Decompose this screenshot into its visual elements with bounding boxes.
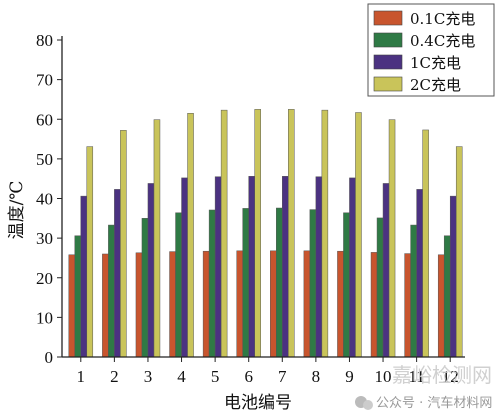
- x-tick-label: 2: [110, 367, 119, 386]
- y-tick-labels: 0 10 20 30 40 50 60 70 80: [36, 31, 53, 367]
- bar-7-1: [276, 207, 283, 358]
- watermark: 嘉峪检测网 公众号 · 汽车材料网: [355, 363, 492, 411]
- legend-swatch-1: [373, 32, 403, 48]
- y-tick-label: 20: [36, 269, 53, 288]
- bar-1-3: [86, 146, 94, 358]
- bar-7-3: [288, 109, 295, 358]
- bars-layer: [68, 109, 463, 358]
- y-tick-label: 50: [36, 150, 53, 169]
- legend-label-0: 0.1C充电: [410, 10, 475, 28]
- x-tick-label: 9: [345, 367, 354, 386]
- bar-12-2: [449, 195, 457, 358]
- y-tick-label: 40: [36, 190, 53, 209]
- bar-6-3: [254, 109, 261, 358]
- bar-8-2: [315, 176, 323, 358]
- y-tick-label: 80: [36, 31, 53, 50]
- x-tick-label: 3: [144, 367, 153, 386]
- x-tick-label: 7: [278, 367, 287, 386]
- x-tick-label: 6: [244, 367, 253, 386]
- bar-3-0: [135, 252, 143, 358]
- legend-swatch-2: [373, 54, 403, 70]
- y-tick-label: 10: [36, 308, 53, 327]
- y-tick-label: 60: [36, 110, 53, 129]
- bar-11-3: [422, 129, 429, 358]
- bar-4-2: [181, 177, 188, 358]
- bar-3-1: [141, 218, 149, 358]
- bar-2-1: [108, 224, 115, 358]
- bar-10-1: [376, 217, 384, 358]
- y-axis-title: 温度/℃: [7, 181, 27, 240]
- bar-3-3: [153, 119, 161, 358]
- bar-10-3: [388, 119, 396, 358]
- x-tick-label: 10: [375, 367, 392, 386]
- bar-5-0: [202, 250, 210, 358]
- x-tick-label: 5: [211, 367, 220, 386]
- y-tick-label: 70: [36, 71, 53, 90]
- x-tick-label: 8: [312, 367, 321, 386]
- bar-11-1: [410, 224, 417, 358]
- legend-label-1: 0.4C充电: [410, 32, 475, 50]
- bar-2-3: [120, 130, 127, 358]
- legend-label-3: 2C充电: [410, 76, 461, 94]
- x-tick-label: 1: [77, 367, 86, 386]
- bar-6-2: [248, 176, 255, 358]
- legend-label-2: 1C充电: [410, 54, 461, 72]
- bar-6-0: [236, 250, 243, 358]
- legend-swatch-0: [373, 10, 403, 26]
- bar-4-1: [175, 212, 182, 358]
- wechat-icon: [355, 396, 373, 410]
- bar-11-2: [416, 189, 423, 358]
- y-tick-label: 30: [36, 229, 53, 248]
- legend: 0.1C充电 0.4C充电 1C充电 2C充电: [367, 3, 495, 97]
- bar-5-3: [220, 109, 228, 358]
- bar-9-1: [343, 212, 350, 358]
- bar-9-2: [349, 177, 356, 358]
- bar-7-0: [270, 250, 277, 358]
- bar-1-1: [74, 235, 82, 358]
- bar-1-2: [80, 195, 88, 358]
- y-tick-label: 0: [45, 348, 54, 367]
- bar-5-1: [208, 209, 216, 358]
- x-tick-labels: 1 2 3 4 5 6 7 8 9 10 11 12: [77, 367, 459, 386]
- bar-2-0: [102, 253, 109, 358]
- bar-10-0: [370, 252, 378, 358]
- bar-12-0: [437, 254, 445, 358]
- bar-11-0: [404, 253, 411, 358]
- bar-12-1: [443, 235, 451, 358]
- bar-9-0: [337, 250, 344, 358]
- bar-6-1: [242, 208, 249, 358]
- bar-4-3: [187, 113, 194, 358]
- bar-1-0: [68, 254, 76, 358]
- watermark-logo: 嘉峪检测网: [392, 363, 492, 387]
- bar-3-2: [147, 183, 155, 358]
- bar-5-2: [214, 176, 222, 358]
- x-tick-label: 4: [177, 367, 186, 386]
- x-tick-label: 11: [408, 367, 424, 386]
- bar-4-0: [169, 251, 176, 358]
- x-tick-label: 12: [442, 367, 459, 386]
- bar-8-3: [321, 109, 329, 358]
- bar-10-2: [382, 183, 390, 358]
- legend-swatch-3: [373, 76, 403, 92]
- bar-8-0: [303, 250, 311, 358]
- x-axis-title: 电池编号: [224, 393, 292, 413]
- bar-7-2: [282, 176, 289, 358]
- watermark-caption: 公众号 · 汽车材料网: [376, 395, 492, 411]
- bar-2-2: [114, 189, 121, 358]
- bar-9-3: [355, 112, 362, 358]
- axes-layer: [57, 36, 465, 362]
- bar-8-1: [309, 209, 317, 358]
- bar-12-3: [455, 146, 463, 358]
